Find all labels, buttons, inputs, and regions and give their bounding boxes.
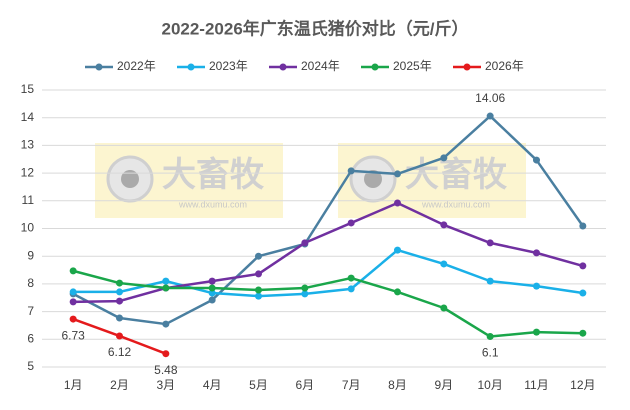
series-marker — [255, 252, 262, 260]
x-tick-label: 3月 — [156, 378, 175, 392]
series-marker — [69, 267, 77, 275]
x-tick-label: 11月 — [524, 378, 548, 392]
x-tick-label: 12月 — [570, 378, 595, 392]
series-marker — [579, 262, 587, 270]
legend-label: 2025年 — [393, 59, 432, 73]
legend-marker — [187, 63, 195, 71]
series-marker — [533, 328, 540, 336]
y-tick-label: 14 — [21, 110, 35, 124]
y-tick-label: 12 — [21, 165, 35, 179]
data-label: 14.06 — [475, 91, 505, 105]
series-marker — [301, 239, 309, 247]
x-tick-label: 7月 — [342, 378, 361, 392]
y-tick-label: 7 — [27, 304, 34, 318]
x-tick-label: 6月 — [295, 378, 314, 392]
legend-marker — [371, 63, 379, 71]
watermark-logo-inner — [121, 170, 139, 188]
series-marker — [533, 282, 540, 290]
watermark-logo-inner — [364, 170, 382, 188]
series-marker — [162, 350, 170, 358]
series-marker — [440, 154, 448, 162]
y-tick-label: 15 — [21, 82, 35, 96]
series-marker — [162, 284, 170, 292]
watermark-url: www.dxumu.com — [178, 199, 247, 209]
data-label: 6.73 — [61, 328, 85, 342]
y-tick-label: 13 — [21, 138, 35, 152]
series-marker — [69, 288, 77, 296]
series-marker — [162, 320, 170, 328]
series-marker — [255, 292, 262, 300]
y-tick-label: 6 — [27, 331, 34, 345]
series-marker — [69, 315, 77, 323]
series-marker — [208, 277, 216, 285]
series-marker — [440, 260, 448, 268]
series-marker — [116, 279, 123, 287]
x-tick-label: 9月 — [434, 378, 453, 392]
chart-title: 2022-2026年广东温氏猪价对比（元/斤） — [161, 18, 468, 38]
series-marker — [255, 286, 262, 294]
x-tick-label: 4月 — [203, 378, 222, 392]
series-marker — [301, 284, 309, 292]
series-marker — [116, 288, 123, 296]
series-marker — [440, 221, 448, 229]
series-marker — [394, 170, 401, 178]
legend-label: 2024年 — [301, 59, 340, 73]
y-tick-label: 10 — [21, 221, 35, 235]
series-marker — [208, 296, 216, 304]
series-marker — [394, 288, 401, 296]
x-tick-label: 5月 — [249, 378, 268, 392]
series-marker — [301, 290, 309, 298]
series-marker — [486, 112, 494, 120]
series-marker — [347, 167, 355, 175]
series-marker — [486, 239, 494, 247]
series-marker — [347, 285, 355, 293]
legend-label: 2026年 — [485, 59, 524, 73]
series-marker — [533, 156, 540, 164]
series-marker — [162, 277, 170, 285]
series-marker — [394, 199, 401, 207]
series-line — [72, 114, 584, 326]
series-marker — [255, 270, 262, 278]
x-tick-label: 8月 — [388, 378, 407, 392]
legend-label: 2022年 — [117, 59, 156, 73]
data-label: 6.12 — [108, 345, 132, 359]
series-marker — [579, 329, 587, 337]
watermark-url: www.dxumu.com — [421, 199, 490, 209]
y-tick-label: 8 — [27, 276, 34, 290]
series-marker — [347, 274, 355, 282]
series-marker — [579, 222, 587, 230]
series-line — [72, 269, 583, 338]
series-marker — [533, 249, 540, 257]
x-tick-label: 1月 — [64, 378, 83, 392]
legend-label: 2023年 — [209, 59, 248, 73]
data-label: 5.48 — [154, 363, 178, 377]
series-marker — [69, 298, 77, 306]
series-marker — [208, 284, 216, 292]
series-line — [73, 201, 584, 304]
legend-marker — [279, 63, 287, 71]
legend-marker — [95, 63, 103, 71]
series-marker — [486, 333, 494, 341]
y-tick-label: 5 — [27, 359, 34, 373]
series-marker — [394, 246, 401, 254]
legend-marker — [463, 63, 471, 71]
x-tick-label: 10月 — [477, 378, 502, 392]
series-marker — [116, 314, 123, 322]
y-tick-label: 11 — [22, 193, 35, 207]
series-marker — [579, 289, 587, 297]
watermark-text: 大畜牧 — [405, 155, 508, 194]
series-marker — [486, 277, 494, 285]
data-label: 6.1 — [482, 346, 499, 360]
series-line — [73, 248, 584, 298]
y-tick-label: 9 — [27, 248, 34, 262]
series-marker — [116, 332, 123, 340]
x-tick-label: 2月 — [110, 378, 129, 392]
watermark-text: 大畜牧 — [162, 155, 265, 194]
series-marker — [116, 297, 123, 305]
series-marker — [347, 219, 355, 227]
series-marker — [440, 304, 448, 312]
series-marker — [208, 289, 216, 297]
